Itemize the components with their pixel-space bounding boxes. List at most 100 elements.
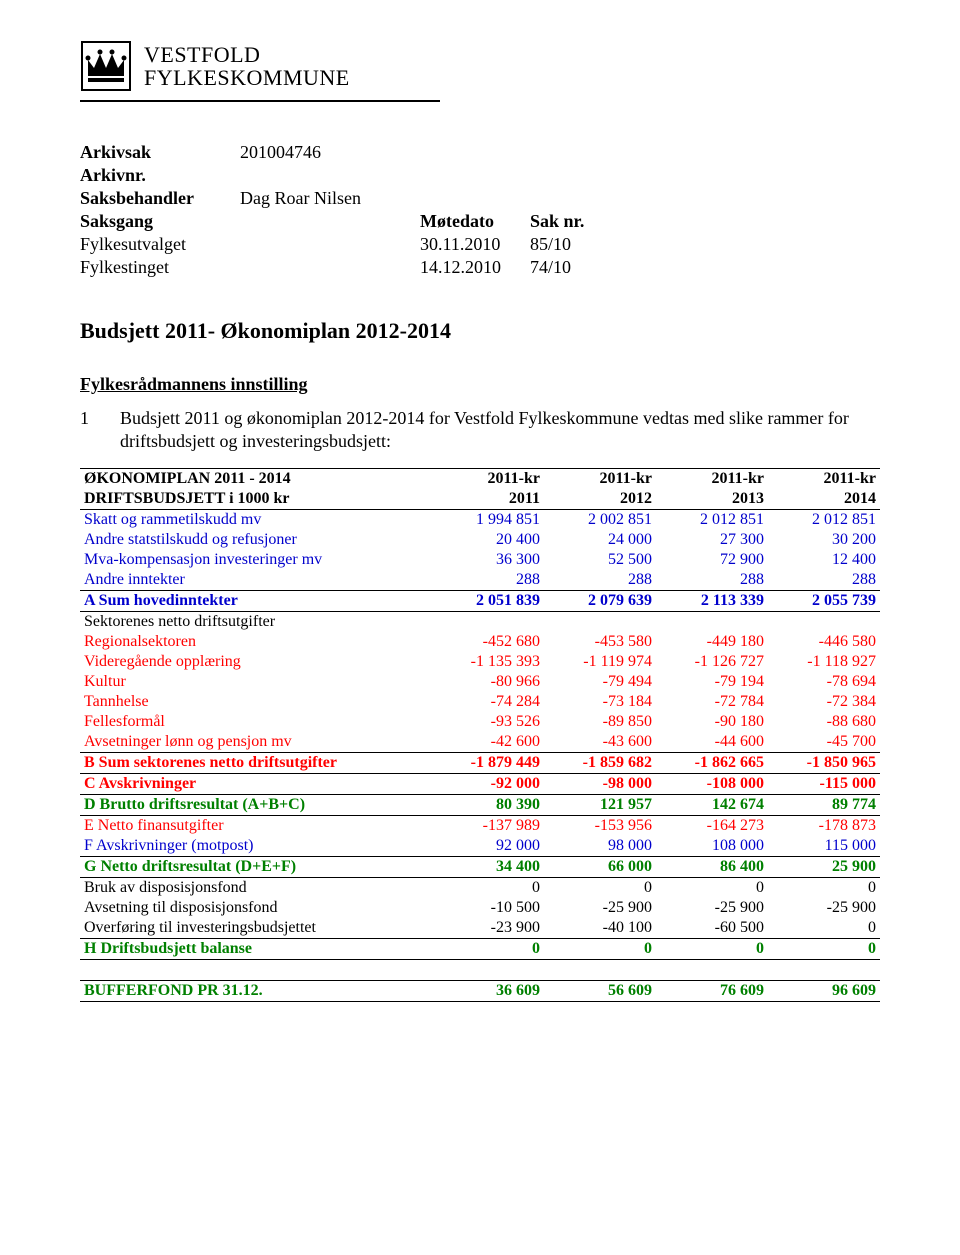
table-cell [432, 960, 544, 981]
table-cell [544, 960, 656, 981]
table-cell: 121 957 [544, 795, 656, 816]
table-cell: 142 674 [656, 795, 768, 816]
saksgang-row2-a: Fylkestinget [80, 257, 240, 278]
document-title: Budsjett 2011- Økonomiplan 2012-2014 [80, 318, 880, 344]
document-page: VESTFOLD FYLKESKOMMUNE Arkivsak 20100474… [0, 0, 960, 1062]
table-cell: -1 879 449 [432, 753, 544, 774]
table-cell: -115 000 [768, 774, 880, 795]
table-cell: 36 300 [432, 550, 544, 570]
table-cell: 2 012 851 [656, 510, 768, 531]
table-cell [80, 960, 432, 981]
table-cell: 12 400 [768, 550, 880, 570]
table-cell: -43 600 [544, 732, 656, 753]
table-cell: 0 [768, 939, 880, 960]
table-cell: 76 609 [656, 981, 768, 1002]
table-cell: -25 900 [544, 898, 656, 918]
intro-number: 1 [80, 407, 120, 452]
arkivsak-label: Arkivsak [80, 142, 240, 163]
table-cell: 2011 [432, 489, 544, 510]
table-cell: 288 [432, 570, 544, 591]
saksgang-row1-c: 85/10 [530, 234, 610, 255]
table-cell: -72 384 [768, 692, 880, 712]
table-cell: Videregående opplæring [80, 652, 432, 672]
table-cell: -72 784 [656, 692, 768, 712]
table-cell: 27 300 [656, 530, 768, 550]
table-cell: -1 126 727 [656, 652, 768, 672]
table-cell: 2 051 839 [432, 591, 544, 612]
table-cell: E Netto finansutgifter [80, 816, 432, 837]
table-cell: -137 989 [432, 816, 544, 837]
table-cell: -74 284 [432, 692, 544, 712]
table-cell: -40 100 [544, 918, 656, 939]
table-cell: 0 [656, 939, 768, 960]
org-name-line1: VESTFOLD [144, 43, 350, 66]
intro-paragraph: 1 Budsjett 2011 og økonomiplan 2012-2014… [80, 407, 880, 452]
table-cell: Bruk av disposisjonsfond [80, 878, 432, 899]
table-cell: Mva-kompensasjon investeringer mv [80, 550, 432, 570]
org-name-line2: FYLKESKOMMUNE [144, 66, 350, 89]
table-cell: Overføring til investeringsbudsjettet [80, 918, 432, 939]
table-row: G Netto driftsresultat (D+E+F)34 40066 0… [80, 857, 880, 878]
table-cell [544, 612, 656, 633]
table-cell: H Driftsbudsjett balanse [80, 939, 432, 960]
table-cell: 0 [656, 878, 768, 899]
table-cell: 89 774 [768, 795, 880, 816]
table-cell: -25 900 [768, 898, 880, 918]
table-cell: -44 600 [656, 732, 768, 753]
table-cell: -78 694 [768, 672, 880, 692]
meta-block: Arkivsak 201004746 Arkivnr. Saksbehandle… [80, 142, 880, 278]
table-cell [656, 612, 768, 633]
table-cell: -42 600 [432, 732, 544, 753]
table-cell [768, 612, 880, 633]
table-cell: 86 400 [656, 857, 768, 878]
table-cell: -446 580 [768, 632, 880, 652]
saksbehandler-value: Dag Roar Nilsen [240, 188, 420, 209]
table-cell: -79 494 [544, 672, 656, 692]
table-cell: C Avskrivninger [80, 774, 432, 795]
saknr-label: Sak nr. [530, 211, 610, 232]
table-cell: -1 862 665 [656, 753, 768, 774]
table-cell: 96 609 [768, 981, 880, 1002]
table-cell [656, 960, 768, 981]
crown-logo-icon [80, 40, 132, 92]
table-cell: 2011-kr [432, 469, 544, 490]
table-cell: DRIFTSBUDSJETT i 1000 kr [80, 489, 432, 510]
table-cell: 20 400 [432, 530, 544, 550]
table-cell: B Sum sektorenes netto driftsutgifter [80, 753, 432, 774]
table-cell: 52 500 [544, 550, 656, 570]
table-cell: 92 000 [432, 836, 544, 857]
table-cell: -153 956 [544, 816, 656, 837]
table-cell: -452 680 [432, 632, 544, 652]
table-cell: 2014 [768, 489, 880, 510]
table-cell [768, 960, 880, 981]
table-cell: 2012 [544, 489, 656, 510]
table-row [80, 960, 880, 981]
table-row: Avsetninger lønn og pensjon mv-42 600-43… [80, 732, 880, 753]
table-cell: -164 273 [656, 816, 768, 837]
table-cell: 2011-kr [544, 469, 656, 490]
table-cell: 25 900 [768, 857, 880, 878]
table-cell: 2 113 339 [656, 591, 768, 612]
table-row: A Sum hovedinntekter2 051 8392 079 6392 … [80, 591, 880, 612]
table-cell: Skatt og rammetilskudd mv [80, 510, 432, 531]
table-cell: F Avskrivninger (motpost) [80, 836, 432, 857]
table-row: F Avskrivninger (motpost)92 00098 000108… [80, 836, 880, 857]
table-cell: -90 180 [656, 712, 768, 732]
table-row: Skatt og rammetilskudd mv1 994 8512 002 … [80, 510, 880, 531]
table-cell: 0 [544, 939, 656, 960]
table-cell: -98 000 [544, 774, 656, 795]
table-cell: 2 055 739 [768, 591, 880, 612]
table-row: Avsetning til disposisjonsfond-10 500-25… [80, 898, 880, 918]
table-cell: 2011-kr [656, 469, 768, 490]
table-cell: -449 180 [656, 632, 768, 652]
arkivsak-value: 201004746 [240, 142, 420, 163]
table-cell: 80 390 [432, 795, 544, 816]
table-cell: 2 012 851 [768, 510, 880, 531]
table-row: BUFFERFOND PR 31.12.36 60956 60976 60996… [80, 981, 880, 1002]
intro-text: Budsjett 2011 og økonomiplan 2012-2014 f… [120, 407, 880, 452]
table-cell: 288 [544, 570, 656, 591]
subheading: Fylkesrådmannens innstilling [80, 374, 880, 395]
table-cell: 34 400 [432, 857, 544, 878]
table-row: B Sum sektorenes netto driftsutgifter-1 … [80, 753, 880, 774]
table-cell: 2013 [656, 489, 768, 510]
